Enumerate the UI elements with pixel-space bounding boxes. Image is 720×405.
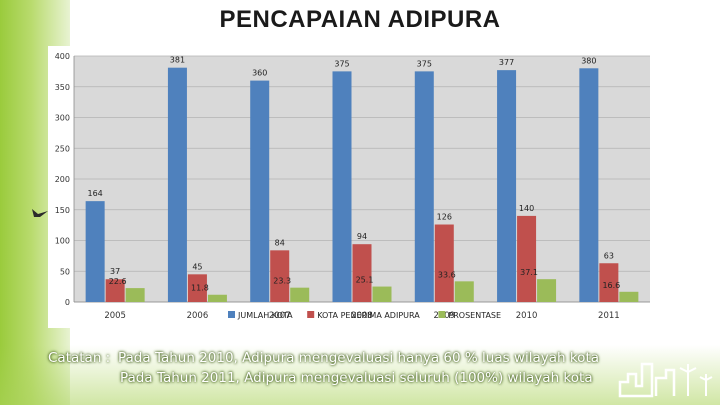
y-tick-label: 400 [55,52,70,61]
bar-jumlah-kota [85,201,105,302]
bar-kota-penerima [517,215,537,302]
data-label: 126 [437,213,452,222]
bar-prosentase [207,294,227,302]
bar-kota-penerima [434,224,454,302]
bird-icon [32,209,48,217]
data-label: 45 [192,262,202,271]
data-label: 16.6 [602,281,620,290]
legend-swatch [307,311,315,318]
bar-jumlah-kota [414,71,434,302]
y-tick-label: 250 [55,144,70,153]
x-tick-label: 2011 [598,311,620,321]
data-label: 84 [275,238,285,247]
bar-kota-penerima [187,274,207,302]
bar-prosentase [619,291,639,302]
data-label: 23.3 [273,277,291,286]
city-skyline-icon [618,362,713,398]
data-label: 63 [604,251,614,260]
x-tick-label: 2010 [516,311,538,321]
legend-label: JUMLAH KOTA [237,311,293,320]
data-label: 11.8 [191,284,209,293]
note-text-2: Pada Tahun 2011, Adipura mengevaluasi se… [120,370,593,386]
y-tick-label: 200 [55,175,70,184]
y-tick-label: 50 [60,267,70,276]
data-label: 33.6 [438,270,456,279]
bar-kota-penerima [599,263,619,302]
note-line-1: Catatan : Pada Tahun 2010, Adipura mengev… [48,350,599,366]
data-label: 37 [110,267,120,276]
bar-kota-penerima [352,244,372,302]
data-label: 380 [581,56,596,65]
note-line-2: Pada Tahun 2011, Adipura mengevaluasi se… [120,370,593,386]
bar-kota-penerima [270,250,290,302]
data-label: 164 [88,189,103,198]
bar-prosentase [372,286,392,302]
bar-prosentase [537,279,557,302]
data-label: 375 [417,59,432,68]
data-label: 360 [252,69,267,78]
x-tick-label: 2006 [187,311,209,321]
x-tick-label: 2008 [351,311,373,321]
note-label: Catatan : [48,350,111,366]
data-label: 94 [357,232,367,241]
legend-swatch [228,311,235,318]
bar-jumlah-kota [497,70,517,302]
note-text-1: Pada Tahun 2010, Adipura mengevaluasi ha… [118,350,600,366]
data-label: 22.6 [109,277,127,286]
bottom-grass-gradient [0,345,720,405]
bar-jumlah-kota [167,67,187,302]
legend-swatch [438,311,446,318]
data-label: 377 [499,58,514,67]
y-tick-label: 300 [55,114,70,123]
y-tick-label: 350 [55,83,70,92]
bar-jumlah-kota [579,68,599,302]
x-tick-label: 2007 [269,311,291,321]
x-tick-label: 2005 [104,311,126,321]
y-tick-label: 150 [55,206,70,215]
data-label: 381 [170,56,185,65]
data-label: 375 [334,59,349,68]
data-label: 25.1 [356,276,374,285]
legend-label: PROSENTASE [448,311,501,320]
legend-label: KOTA PENERIMA ADIPURA [317,311,420,320]
bar-jumlah-kota [250,80,270,302]
bar-kota-penerima [105,279,125,302]
data-label: 37.1 [520,268,538,277]
bar-jumlah-kota [332,71,352,302]
bar-prosentase [454,281,474,302]
bar-prosentase [290,287,310,302]
y-tick-label: 100 [55,237,70,246]
slide-title: PENCAPAIAN ADIPURA [219,6,501,33]
data-label: 140 [519,204,534,213]
y-tick-label: 0 [65,298,70,307]
bar-prosentase [125,288,145,302]
